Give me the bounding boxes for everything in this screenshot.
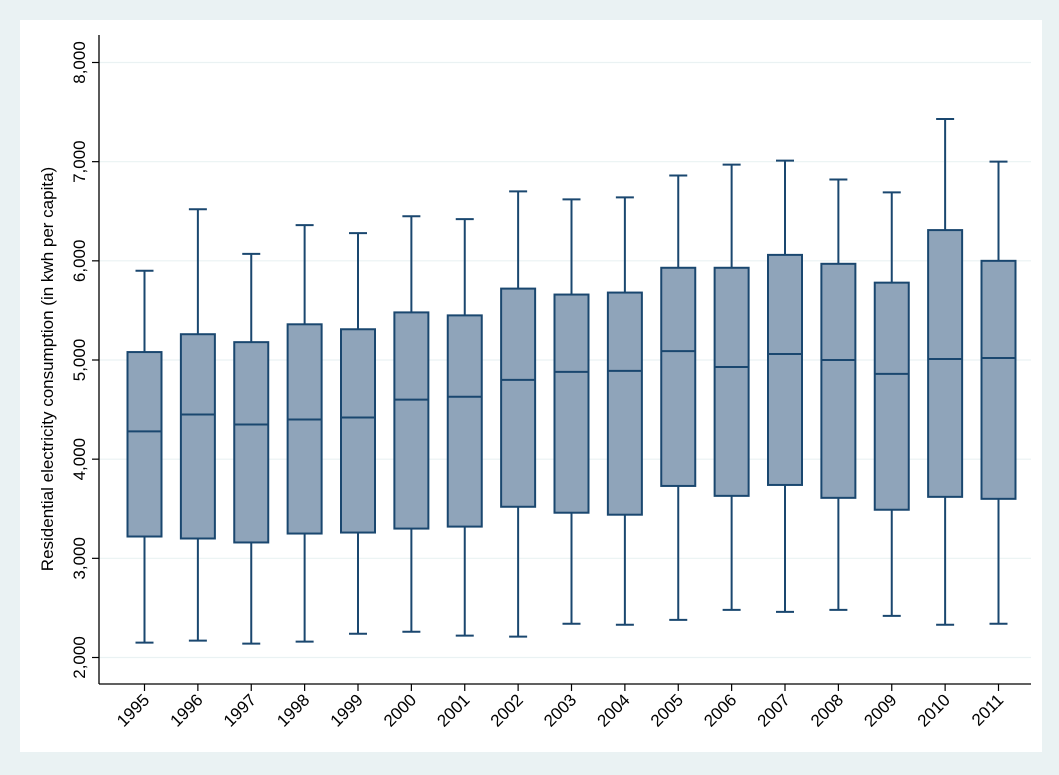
- box-2006: [713, 163, 750, 611]
- box-body: [500, 287, 537, 508]
- box-body: [393, 311, 430, 530]
- box-2010: [927, 118, 964, 626]
- box-body: [927, 229, 964, 498]
- box-body: [873, 281, 910, 511]
- box-body: [553, 293, 590, 514]
- box-body: [286, 323, 323, 535]
- y-tick-label: 5,000: [70, 339, 89, 382]
- box-body: [980, 259, 1017, 500]
- y-tick-label: 3,000: [70, 537, 89, 580]
- box-2005: [660, 174, 697, 621]
- box-2008: [820, 178, 857, 611]
- y-tick-label: 7,000: [70, 140, 89, 183]
- box-body: [126, 351, 163, 538]
- y-tick-label: 4,000: [70, 438, 89, 481]
- box-body: [446, 314, 483, 528]
- y-axis-ticks: 2,000 3,000 4,000 5,000 6,000 7,000 8,000: [70, 41, 99, 679]
- y-tick-label: 2,000: [70, 636, 89, 679]
- box-body: [606, 291, 643, 516]
- box-2002: [500, 190, 537, 638]
- y-axis-title: Residential electricity consumption (in …: [38, 167, 57, 571]
- boxes: [126, 118, 1017, 645]
- box-body: [179, 333, 216, 540]
- box-2011: [980, 160, 1017, 625]
- box-2007: [767, 159, 803, 613]
- box-body: [233, 341, 270, 544]
- box-1999: [340, 232, 376, 635]
- box-2009: [873, 191, 910, 617]
- box-2004: [606, 196, 643, 626]
- box-body: [820, 262, 857, 499]
- box-body: [767, 253, 803, 486]
- box-1998: [286, 224, 323, 643]
- box-1996: [179, 208, 216, 642]
- y-tick-label: 6,000: [70, 240, 89, 283]
- box-1995: [126, 269, 163, 644]
- box-2000: [393, 215, 430, 633]
- box-2003: [553, 198, 590, 625]
- box-body: [340, 328, 376, 534]
- box-body: [713, 266, 750, 497]
- box-body: [660, 266, 697, 487]
- box-1997: [233, 252, 270, 645]
- box-2001: [446, 218, 483, 637]
- y-tick-label: 8,000: [70, 41, 89, 84]
